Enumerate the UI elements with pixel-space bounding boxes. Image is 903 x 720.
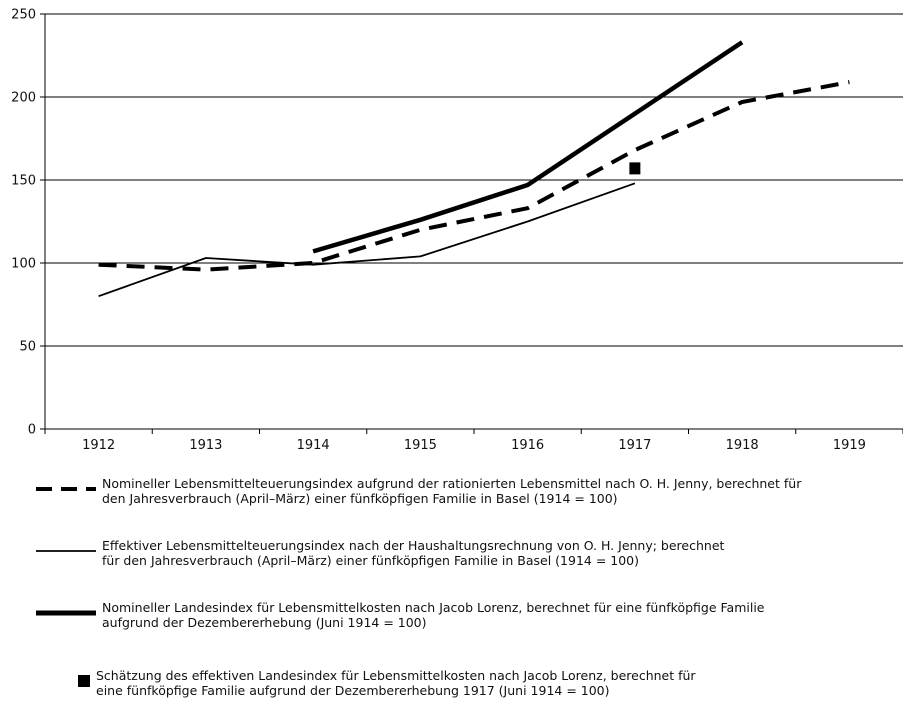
x-tick-label-1914: 1914 [297, 438, 330, 453]
legend-item-thick: Nomineller Landesindex für Lebensmittelk… [30, 600, 900, 652]
legend-item-dashed: Nomineller Lebensmittelteuerungsindex au… [30, 476, 900, 528]
x-tick-label-1918: 1918 [726, 438, 759, 453]
line-chart: 0 50 100 150 200 250 1912 1913 1914 1915 1916 1917… [11, 8, 903, 453]
legend-item-thin: Effektiver Lebensmittelteuerungsindex na… [30, 538, 900, 590]
y-tick-label-100: 100 [11, 257, 36, 272]
series-marker-point-1917 [629, 162, 641, 175]
series-thick-line [312, 40, 744, 254]
x-tick-label-1912: 1912 [82, 438, 115, 453]
x-tick-label-1919: 1919 [833, 438, 866, 453]
legend-label-dashed: Nomineller Lebensmittelteuerungsindex au… [102, 476, 802, 506]
legend-swatch-thick [36, 610, 96, 616]
y-tick-label-0: 0 [28, 423, 36, 438]
y-tick-label-50: 50 [19, 340, 36, 355]
series-dashed-line [98, 80, 850, 272]
y-tick-label-150: 150 [11, 174, 36, 189]
x-tick-label-1915: 1915 [404, 438, 437, 453]
series-thin-line [98, 182, 636, 298]
legend-swatch-dashed [36, 487, 96, 491]
axes [44, 14, 903, 430]
x-tick-label-1913: 1913 [189, 438, 222, 453]
y-axis-ticks: 0 50 100 150 200 250 [11, 8, 45, 438]
legend-label-thin: Effektiver Lebensmittelteuerungsindex na… [102, 538, 725, 568]
legend-swatch-marker [78, 675, 90, 687]
y-tick-label-200: 200 [11, 91, 36, 106]
y-tick-label-250: 250 [11, 8, 36, 23]
gridlines [45, 13, 903, 347]
legend-label-marker: Schätzung des effektiven Landesindex für… [96, 668, 696, 698]
x-tick-label-1917: 1917 [618, 438, 651, 453]
legend-label-thick: Nomineller Landesindex für Lebensmittelk… [102, 600, 765, 630]
x-tick-label-1916: 1916 [511, 438, 544, 453]
series-group [98, 40, 850, 298]
legend-swatch-thin [36, 550, 96, 552]
legend-item-marker: Schätzung des effektiven Landesindex für… [30, 668, 900, 720]
x-axis-ticks: 1912 1913 1914 1915 1916 1917 1918 1919 [44, 429, 903, 453]
